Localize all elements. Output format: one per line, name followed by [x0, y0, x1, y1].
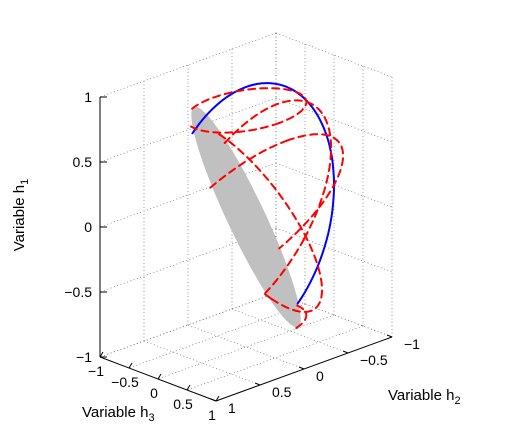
curve-5 [190, 122, 281, 134]
z-tick-label: 0.5 [73, 154, 93, 170]
axes-box [99, 96, 393, 402]
curve-3 [262, 291, 272, 300]
curve-2 [264, 238, 305, 295]
tick-mark [215, 395, 220, 402]
curve-6 [294, 304, 308, 330]
tick-mark [254, 382, 261, 386]
z-tick-label: −0.5 [64, 284, 92, 300]
z-axis-label: Variable h1 [11, 179, 31, 252]
tick-mark [157, 373, 162, 380]
x-tick-label: 0.5 [173, 396, 193, 412]
curve-4 [278, 133, 345, 250]
x-axis-label: Variable h3 [82, 404, 155, 424]
curves [190, 82, 345, 330]
y-tick-label: 0.5 [272, 384, 292, 400]
grid-line [186, 325, 364, 391]
x-tick-label: 0 [150, 385, 158, 401]
sphere-body [191, 106, 301, 328]
curve-4 [209, 139, 288, 189]
z-tick-label: 1 [84, 89, 92, 105]
tick-mark [128, 362, 133, 369]
y-tick-label: −1 [404, 336, 420, 352]
y-axis-label: Variable h2 [388, 387, 461, 407]
tick-mark [298, 366, 305, 370]
sphere-surface [191, 106, 301, 328]
x-tick-label: 1 [208, 407, 216, 423]
curve-2 [223, 99, 333, 240]
z-tick-label: 0 [84, 219, 92, 235]
tick-mark [386, 334, 393, 338]
tick-labels: −1 −0.5 0 0.5 1 −1 −0.5 0 0.5 1 −1 −0.5 0 0.5 1 [64, 89, 420, 423]
curve-5 [191, 87, 308, 124]
tick-mark [210, 398, 217, 402]
grid-line [157, 314, 335, 380]
curve-3 [218, 133, 323, 313]
grid-line [187, 324, 305, 370]
y-tick-label: −0.5 [360, 352, 388, 368]
x-tick-label: −1 [88, 363, 104, 379]
tick-mark [99, 351, 104, 358]
y-tick-label: 0 [316, 368, 324, 384]
z-tick-label: −1 [76, 349, 92, 365]
curve-1 [191, 82, 335, 305]
y-tick-label: 1 [228, 400, 236, 416]
grid-line [128, 303, 306, 369]
tick-mark [186, 384, 191, 391]
x-tick-label: −0.5 [111, 374, 139, 390]
tick-mark [342, 350, 349, 354]
